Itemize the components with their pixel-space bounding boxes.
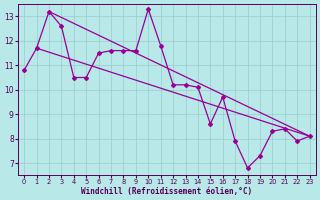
X-axis label: Windchill (Refroidissement éolien,°C): Windchill (Refroidissement éolien,°C) [81, 187, 252, 196]
